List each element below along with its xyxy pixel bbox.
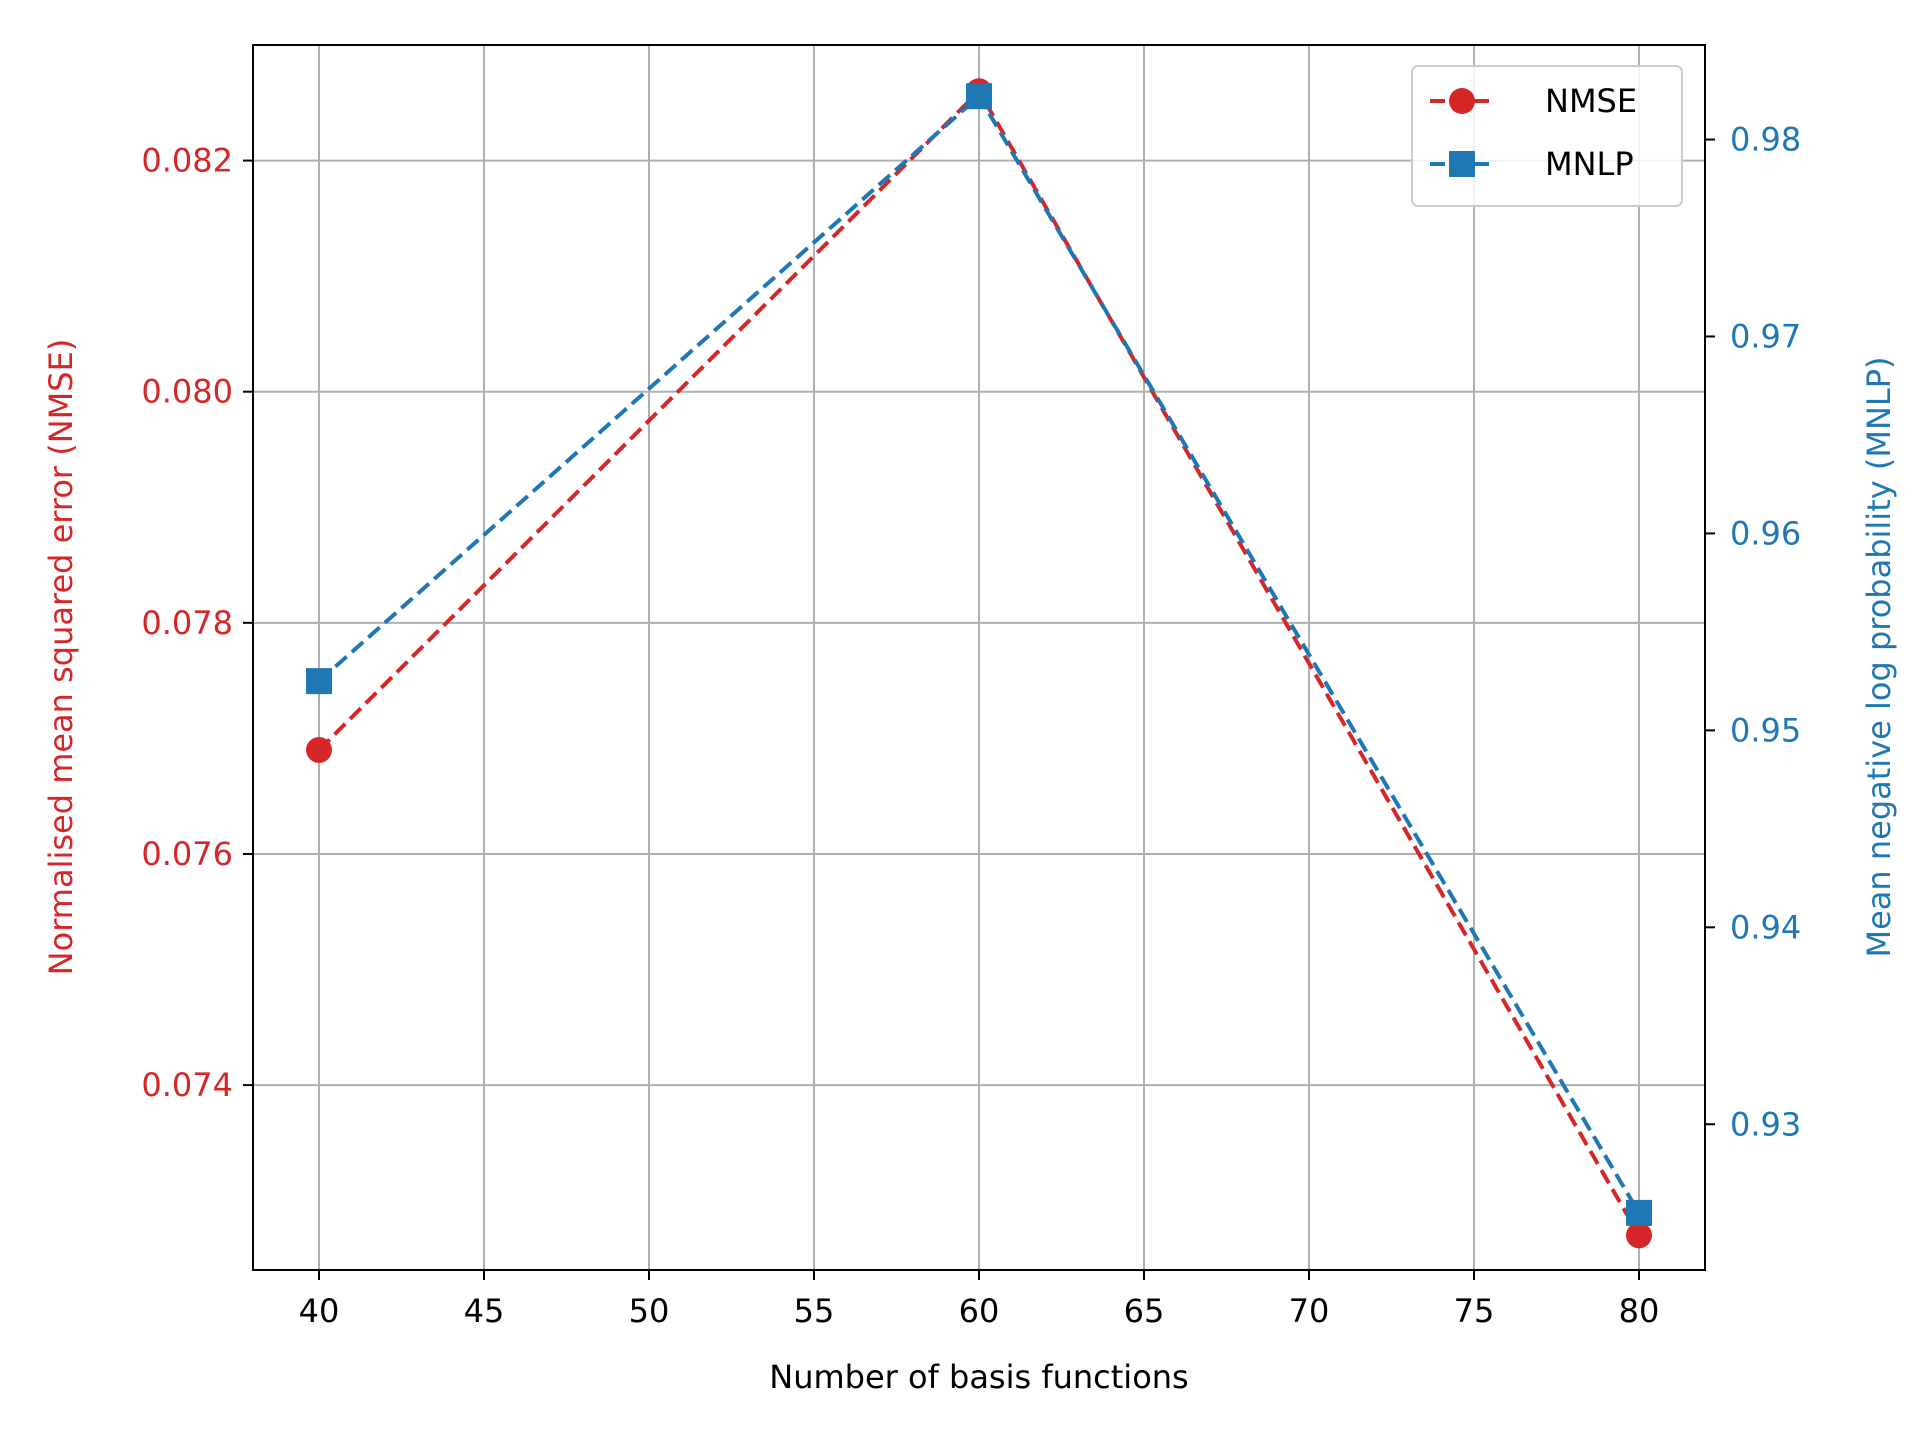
legend: NMSE MNLP [1411,65,1683,207]
y-axis-right: 0.93 0.94 0.95 0.96 0.97 0.98 [1705,121,1801,1143]
x-tick-label: 60 [959,1292,1000,1330]
data-point-mnlp [966,83,992,110]
legend-label-nmse: NMSE [1545,82,1637,120]
legend-label-mnlp: MNLP [1545,145,1634,183]
y-left-tick-label: 0.074 [141,1066,233,1104]
y-axis-left: 0.074 0.076 0.078 0.080 0.082 [141,142,253,1104]
grid [253,45,1705,1270]
x-tick-label: 65 [1124,1292,1165,1330]
data-point-mnlp [306,668,332,695]
x-tick-label: 50 [629,1292,670,1330]
x-axis: 40 45 50 55 60 65 70 75 80 [299,1270,1660,1330]
x-tick-label: 40 [299,1292,340,1330]
y-axis-left-label: Normalised mean squared error (NMSE) [42,339,80,976]
y-right-tick-label: 0.94 [1730,908,1801,946]
data-point-nmse [1626,1222,1652,1249]
y-right-tick-label: 0.97 [1730,317,1801,355]
data-point-mnlp [1626,1199,1652,1226]
y-right-tick-label: 0.98 [1730,121,1801,159]
y-right-tick-label: 0.93 [1730,1105,1801,1143]
series-layer [306,78,1652,1249]
y-left-tick-label: 0.080 [141,373,233,411]
y-axis-right-label: Mean negative log probability (MNLP) [1860,357,1898,958]
x-tick-label: 55 [794,1292,835,1330]
data-point-nmse [306,736,332,763]
x-tick-label: 80 [1619,1292,1660,1330]
legend-marker-nmse [1449,88,1475,114]
y-left-tick-label: 0.082 [141,142,233,180]
y-left-tick-label: 0.078 [141,604,233,642]
y-right-tick-label: 0.95 [1730,711,1801,749]
x-tick-label: 70 [1289,1292,1330,1330]
x-tick-label: 45 [464,1292,505,1330]
x-axis-label: Number of basis functions [769,1358,1188,1396]
legend-marker-mnlp [1449,151,1475,177]
x-tick-label: 75 [1454,1292,1495,1330]
y-left-tick-label: 0.076 [141,835,233,873]
y-right-tick-label: 0.96 [1730,514,1801,552]
